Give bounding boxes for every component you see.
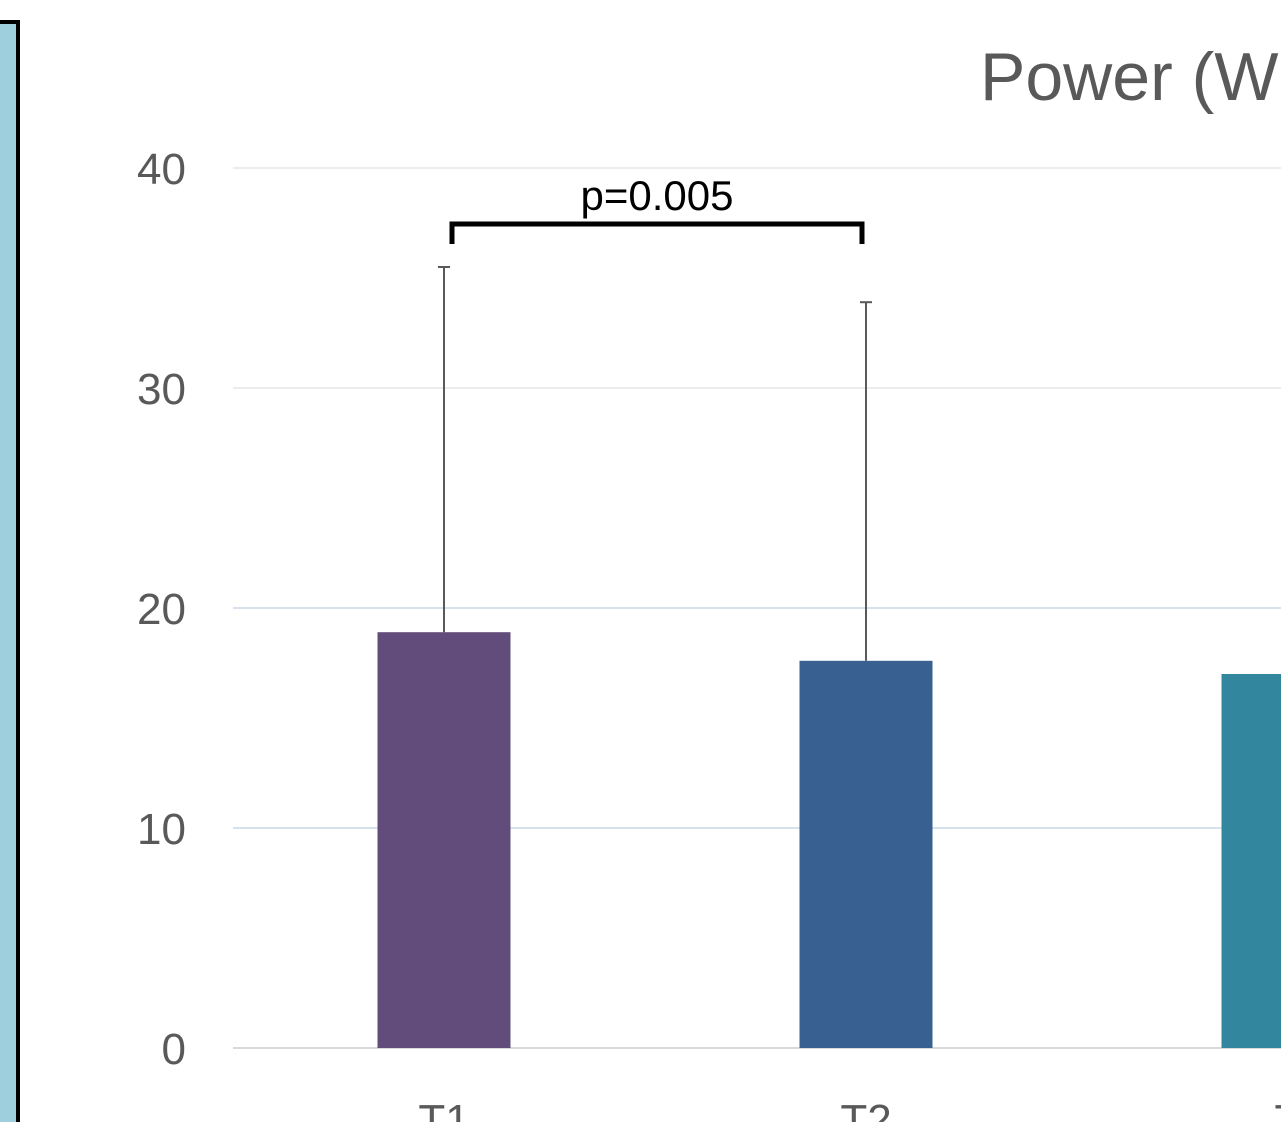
bars	[377, 632, 1281, 1048]
error-bars	[438, 266, 872, 661]
x-tick-label: T	[1275, 1096, 1281, 1122]
y-tick-label: 40	[137, 145, 186, 194]
significance-bracket	[449, 221, 865, 244]
chart-title: Power (W	[980, 39, 1278, 115]
bar-t2	[799, 660, 933, 1048]
y-tick-label: 20	[137, 585, 186, 634]
x-tick-label: T1	[418, 1096, 469, 1122]
y-tick-label: 0	[162, 1025, 186, 1074]
y-tick-label: 30	[137, 365, 186, 414]
y-axis-ticks: 0 10 20 30 40	[137, 145, 186, 1074]
left-panel-frame	[0, 20, 20, 1122]
annotations: p=0.005	[449, 172, 865, 244]
x-axis-ticks: T1 T2 T	[418, 1096, 1281, 1122]
x-tick-label: T2	[840, 1096, 891, 1122]
p-value-label: p=0.005	[581, 172, 734, 219]
bar-t1	[377, 632, 511, 1048]
y-tick-label: 10	[137, 805, 186, 854]
bar-t	[1221, 674, 1281, 1048]
